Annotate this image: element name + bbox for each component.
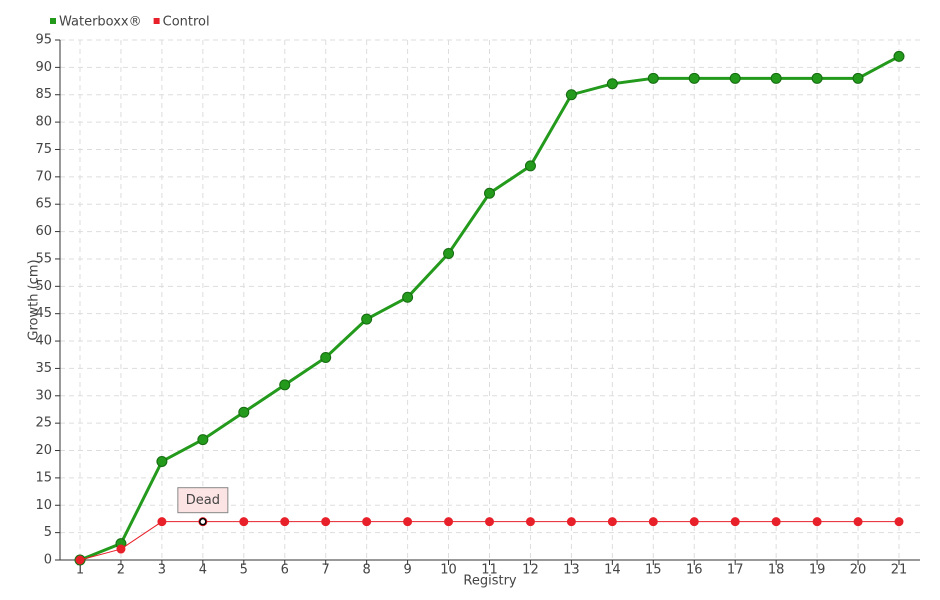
x-tick-label: 2 [117, 563, 125, 578]
x-tick-label: 6 [281, 563, 289, 578]
y-tick-label: 25 [35, 416, 52, 431]
y-tick-label: 70 [35, 169, 52, 184]
legend-swatch [50, 18, 56, 24]
data-point [607, 517, 617, 527]
y-tick-label: 0 [44, 553, 52, 568]
x-tick-label: 1 [76, 563, 84, 578]
x-tick-label: 3 [158, 563, 166, 578]
data-point [525, 517, 535, 527]
x-axis-label: Registry [463, 574, 517, 589]
y-tick-label: 80 [35, 115, 52, 130]
data-point [852, 72, 864, 84]
y-tick-label: 20 [35, 443, 52, 458]
data-point [811, 72, 823, 84]
y-tick-label: 55 [35, 251, 52, 266]
x-tick-label: 20 [850, 563, 867, 578]
data-point [279, 379, 291, 391]
data-point [362, 517, 372, 527]
data-point [320, 351, 332, 363]
y-tick-label: 75 [35, 142, 52, 157]
y-tick-label: 65 [35, 197, 52, 212]
y-tick-label: 50 [35, 279, 52, 294]
x-tick-label: 8 [363, 563, 371, 578]
data-point [280, 517, 290, 527]
data-point [444, 517, 454, 527]
x-tick-label: 17 [727, 563, 744, 578]
data-point [647, 72, 659, 84]
data-point [524, 160, 536, 172]
legend-swatch [153, 18, 160, 24]
x-tick-label: 15 [645, 563, 662, 578]
data-point [402, 291, 414, 303]
y-tick-label: 15 [35, 470, 52, 485]
data-point [239, 517, 249, 527]
x-tick-label: 7 [322, 563, 330, 578]
data-point [688, 72, 700, 84]
data-point [361, 313, 373, 325]
y-tick-label: 90 [35, 60, 52, 75]
data-point [443, 247, 455, 259]
data-point [853, 517, 863, 527]
y-tick-label: 85 [35, 87, 52, 102]
annotation-box [177, 487, 229, 514]
data-point [689, 517, 699, 527]
y-tick-label: 60 [35, 224, 52, 239]
y-tick-label: 95 [35, 33, 52, 48]
data-point [403, 517, 413, 527]
data-point [893, 50, 905, 62]
y-tick-label: 35 [35, 361, 52, 376]
data-point [75, 555, 85, 565]
data-point [770, 72, 782, 84]
data-point [116, 544, 126, 554]
data-point [729, 72, 741, 84]
x-tick-label: 21 [891, 563, 908, 578]
y-tick-label: 10 [35, 498, 52, 513]
y-tick-label: 5 [44, 525, 52, 540]
x-tick-label: 12 [522, 563, 539, 578]
y-tick-label: 45 [35, 306, 52, 321]
data-point [321, 517, 331, 527]
y-axis-label: Growth (cm) [27, 259, 42, 340]
data-point [648, 517, 658, 527]
x-tick-label: 4 [199, 563, 207, 578]
data-point [197, 434, 209, 446]
x-tick-label: 9 [403, 563, 411, 578]
data-point [238, 406, 250, 418]
y-tick-label: 30 [35, 388, 52, 403]
data-point [156, 455, 168, 467]
legend-label: Control [163, 15, 210, 30]
data-point [157, 517, 167, 527]
x-tick-label: 10 [440, 563, 457, 578]
legend-label: Waterboxx® [59, 15, 142, 30]
data-point [730, 517, 740, 527]
data-point [484, 187, 495, 199]
x-tick-label: 19 [809, 563, 826, 578]
x-tick-label: 14 [604, 563, 621, 578]
data-point [812, 517, 822, 527]
annotation-text: Dead [186, 493, 220, 508]
x-tick-label: 16 [686, 563, 703, 578]
data-point [894, 517, 904, 527]
data-point [566, 517, 576, 527]
x-tick-label: 11 [481, 563, 498, 578]
x-tick-label: 18 [768, 563, 785, 578]
y-tick-label: 40 [35, 334, 52, 349]
annotation-point [199, 517, 207, 526]
data-point [485, 517, 494, 527]
x-tick-label: 13 [563, 563, 580, 578]
data-point [565, 89, 577, 101]
data-point [771, 517, 781, 527]
x-tick-label: 5 [240, 563, 248, 578]
data-point [606, 78, 618, 90]
